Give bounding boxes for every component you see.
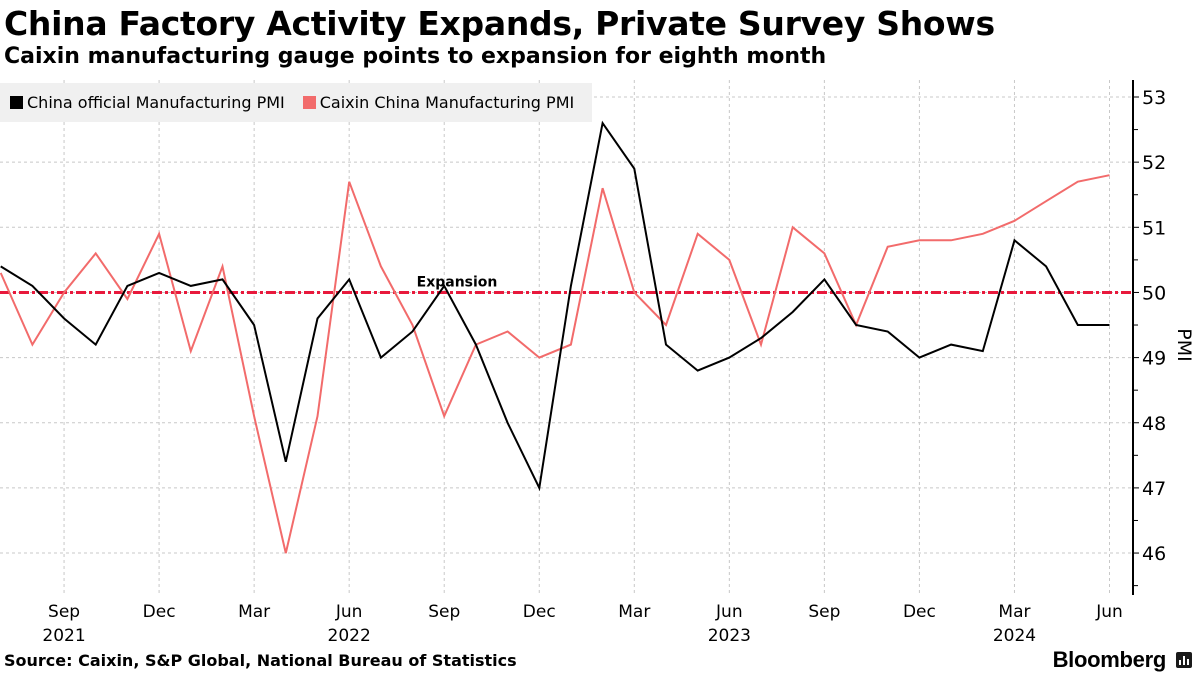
x-tick-label: Jun — [335, 602, 363, 622]
chart-title: China Factory Activity Expands, Private … — [4, 4, 995, 43]
x-tick-year-label: 2024 — [993, 626, 1036, 646]
series-line-caixin — [0, 174, 1110, 554]
y-tick-label: 48 — [1142, 413, 1166, 435]
y-tick-label: 46 — [1142, 543, 1166, 565]
legend-swatch-official — [10, 96, 23, 109]
x-tick-label: Jun — [1095, 602, 1123, 622]
y-tick-label: 49 — [1142, 348, 1166, 370]
x-tick-label: Sep — [808, 602, 840, 622]
legend-label-official: China official Manufacturing PMI — [27, 93, 285, 112]
x-tick-label: Mar — [998, 602, 1030, 622]
series-line-official — [0, 120, 1110, 492]
x-tick-label: Dec — [523, 602, 556, 622]
x-tick-label: Dec — [903, 602, 936, 622]
y-axis-title: PMI — [1173, 328, 1195, 361]
legend: China official Manufacturing PMI Caixin … — [0, 83, 592, 122]
x-tick-year-label: 2021 — [42, 626, 85, 646]
x-tick-label: Mar — [238, 602, 270, 622]
legend-label-caixin: Caixin China Manufacturing PMI — [319, 93, 575, 112]
source-note: Source: Caixin, S&P Global, National Bur… — [4, 651, 517, 670]
y-tick-label: 53 — [1142, 87, 1166, 109]
x-tick-year-label: 2023 — [708, 626, 751, 646]
x-tick-label: Jun — [715, 602, 743, 622]
legend-swatch-caixin — [302, 96, 316, 109]
y-tick-label: 47 — [1142, 478, 1166, 500]
bloomberg-logo: Bloomberg — [1052, 647, 1167, 672]
chart-subtitle: Caixin manufacturing gauge points to exp… — [4, 44, 827, 69]
y-tick-label: 50 — [1142, 282, 1166, 304]
y-tick-label: 51 — [1142, 217, 1166, 239]
legend-item-official[interactable]: China official Manufacturing PMI — [10, 93, 285, 112]
reference-line-label: Expansion — [417, 274, 498, 290]
legend-item-caixin[interactable]: Caixin China Manufacturing PMI — [302, 93, 575, 112]
y-tick-label: 52 — [1142, 152, 1166, 174]
x-tick-year-label: 2022 — [328, 626, 371, 646]
x-tick-label: Sep — [428, 602, 460, 622]
x-tick-label: Dec — [143, 602, 176, 622]
x-tick-label: Mar — [618, 602, 650, 622]
bloomberg-terminal-icon — [1176, 652, 1192, 668]
x-tick-label: Sep — [48, 602, 80, 622]
